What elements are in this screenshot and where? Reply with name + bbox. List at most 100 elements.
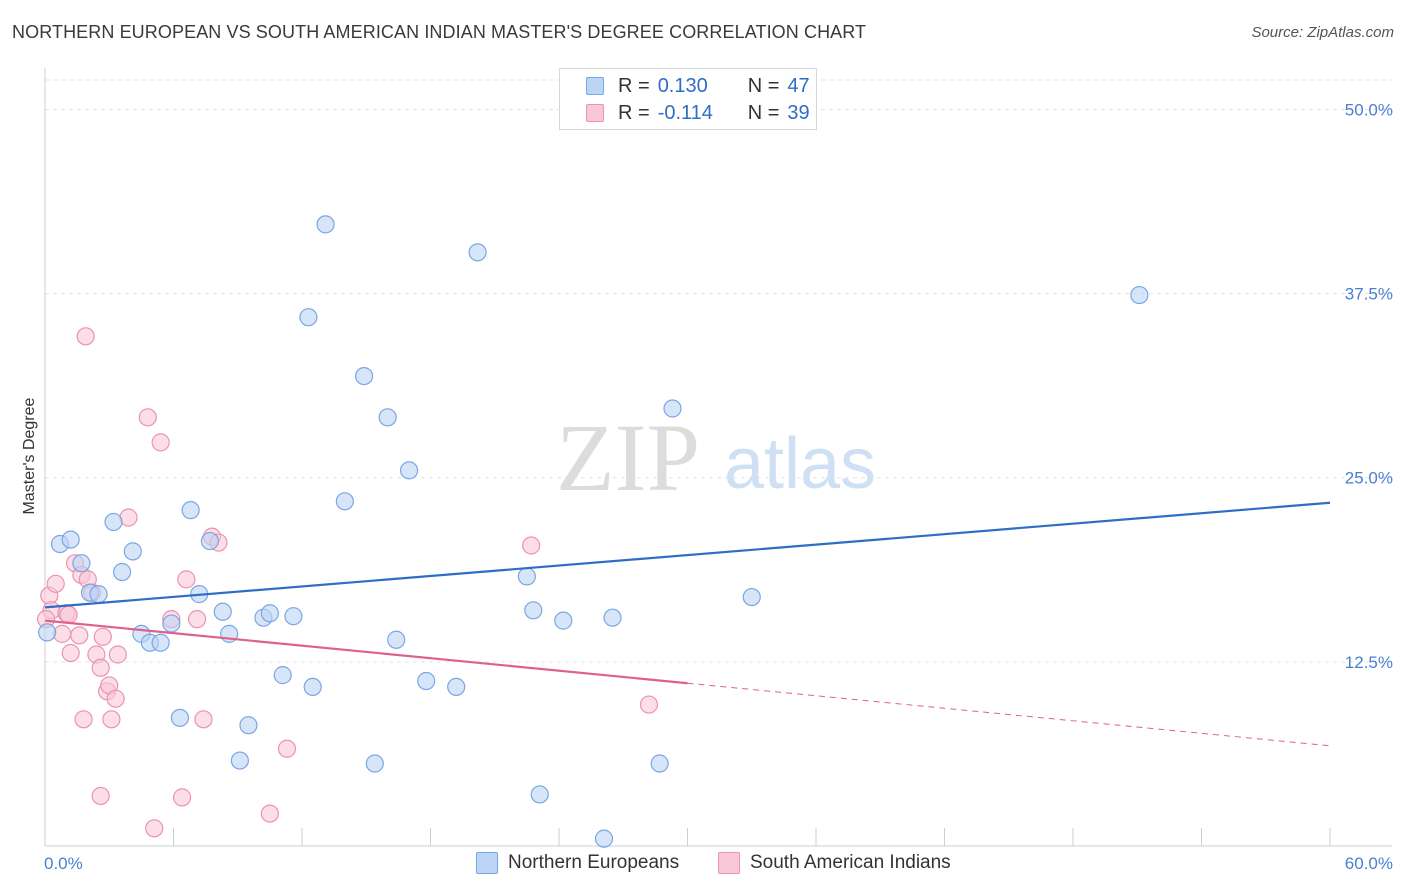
legend-n-label: N = <box>747 74 780 97</box>
chart-title: NORTHERN EUROPEAN VS SOUTH AMERICAN INDI… <box>12 22 867 42</box>
south-american-indians-point <box>277 739 297 758</box>
south-american-indians-point <box>187 610 207 629</box>
northern-europeans-point <box>200 531 220 551</box>
watermark-atlas: atlas <box>724 424 876 504</box>
series-legend: Northern Europeans South American Indian… <box>0 852 1406 878</box>
south-american-indians-point <box>102 710 121 729</box>
legend-label: Northern Europeans <box>508 852 680 873</box>
axes <box>44 68 1392 847</box>
x-tick-label: 60.0% <box>1345 854 1393 873</box>
south-american-indians-trend-line <box>44 619 688 685</box>
legend-item-northern-europeans[interactable]: Northern Europeans <box>476 852 679 874</box>
south-american-indians-point <box>53 624 72 643</box>
northern-europeans-point <box>650 754 669 773</box>
northern-europeans-point <box>260 604 279 623</box>
south-american-indians-point <box>46 574 65 593</box>
northern-europeans-point <box>517 567 536 586</box>
south-american-indians-point <box>151 433 170 452</box>
northern-europeans-point <box>112 562 132 582</box>
correlation-legend: R = 0.130 N = 47 R = -0.114 N = 39 <box>559 68 817 130</box>
south-american-indians-point <box>639 695 659 714</box>
northern-europeans-point <box>594 829 614 848</box>
northern-europeans-point <box>468 243 487 262</box>
y-axis-label: Master's Degree <box>21 397 38 514</box>
northern-europeans-point <box>387 630 406 649</box>
northern-europeans-point <box>303 677 322 697</box>
south-american-indians-point <box>138 408 157 427</box>
northern-europeans-point <box>151 633 170 652</box>
northern-europeans-trend-line <box>44 501 1331 609</box>
legend-swatch-blue <box>586 77 604 95</box>
y-tick-label: 37.5% <box>1345 285 1393 304</box>
tick-labels: 12.5% 25.0% 37.5% 50.0% 0.0% 60.0% <box>44 100 1393 873</box>
northern-europeans-point <box>554 611 573 630</box>
legend-r-label: R = <box>618 101 650 124</box>
northern-europeans-points <box>38 215 1149 848</box>
south-american-indians-point <box>106 689 125 708</box>
south-american-indians-point <box>91 658 110 677</box>
northern-europeans-point <box>162 614 181 633</box>
south-american-indians-point <box>61 643 80 663</box>
northern-europeans-point <box>316 215 335 234</box>
trend-lines <box>44 501 1331 747</box>
northern-europeans-point <box>89 585 108 604</box>
south-american-indians-point <box>119 508 138 527</box>
legend-row-south-american-indians: R = -0.114 N = 39 <box>586 101 810 125</box>
legend-row-northern-europeans: R = 0.130 N = 47 <box>586 74 810 98</box>
northern-europeans-point <box>1130 285 1149 305</box>
legend-r-label: R = <box>618 74 650 97</box>
y-tick-label: 50.0% <box>1345 100 1393 119</box>
y-tick-label: 25.0% <box>1345 469 1393 488</box>
south-american-indians-trend-extension <box>687 682 1331 747</box>
northern-europeans-point <box>399 461 419 480</box>
south-american-indians-point <box>76 327 95 346</box>
x-tick-label: 0.0% <box>44 854 83 873</box>
northern-europeans-point <box>524 601 543 620</box>
northern-europeans-point <box>663 399 682 418</box>
northern-europeans-point <box>530 785 549 804</box>
gridlines <box>45 79 1392 663</box>
y-tick-label: 12.5% <box>1345 653 1393 672</box>
northern-europeans-point <box>378 408 397 427</box>
south-american-indians-point <box>74 710 93 729</box>
northern-europeans-point <box>123 542 142 561</box>
legend-swatch-pink <box>586 104 604 122</box>
south-american-indians-point <box>70 626 89 645</box>
south-american-indians-point <box>145 819 164 838</box>
legend-swatch-pink <box>718 852 740 874</box>
legend-n-label: N = <box>747 101 780 124</box>
south-american-indians-point <box>522 536 541 555</box>
south-american-indians-point <box>172 788 192 807</box>
south-american-indians-point <box>194 710 213 729</box>
watermark: ZIP atlas <box>556 404 876 511</box>
northern-europeans-point <box>299 308 318 327</box>
northern-europeans-point <box>355 366 374 386</box>
northern-europeans-point <box>72 554 91 573</box>
northern-europeans-point <box>447 677 466 697</box>
legend-item-south-american-indians[interactable]: South American Indians <box>718 852 951 874</box>
northern-europeans-point <box>38 623 57 642</box>
northern-europeans-point <box>170 708 190 727</box>
northern-europeans-point <box>239 716 258 735</box>
legend-label: South American Indians <box>750 852 951 873</box>
northern-europeans-point <box>365 754 384 773</box>
northern-europeans-point <box>230 751 249 770</box>
south-american-indians-point <box>177 570 196 589</box>
legend-n-value: 47 <box>787 74 810 97</box>
northern-europeans-point <box>273 666 292 685</box>
northern-europeans-point <box>284 607 303 626</box>
northern-europeans-point <box>742 587 761 607</box>
northern-europeans-point <box>104 512 123 532</box>
northern-europeans-point <box>181 501 200 520</box>
legend-n-value: 39 <box>787 101 810 124</box>
south-american-indians-point <box>260 804 279 823</box>
northern-europeans-point <box>603 608 622 627</box>
northern-europeans-point <box>213 602 232 621</box>
source-credit: Source: ZipAtlas.com <box>1251 24 1394 41</box>
south-american-indians-point <box>59 605 78 624</box>
legend-swatch-blue <box>476 852 498 874</box>
watermark-zip: ZIP <box>556 404 700 511</box>
northern-europeans-point <box>61 530 80 549</box>
south-american-indians-point <box>91 786 110 806</box>
northern-europeans-point <box>335 492 354 511</box>
